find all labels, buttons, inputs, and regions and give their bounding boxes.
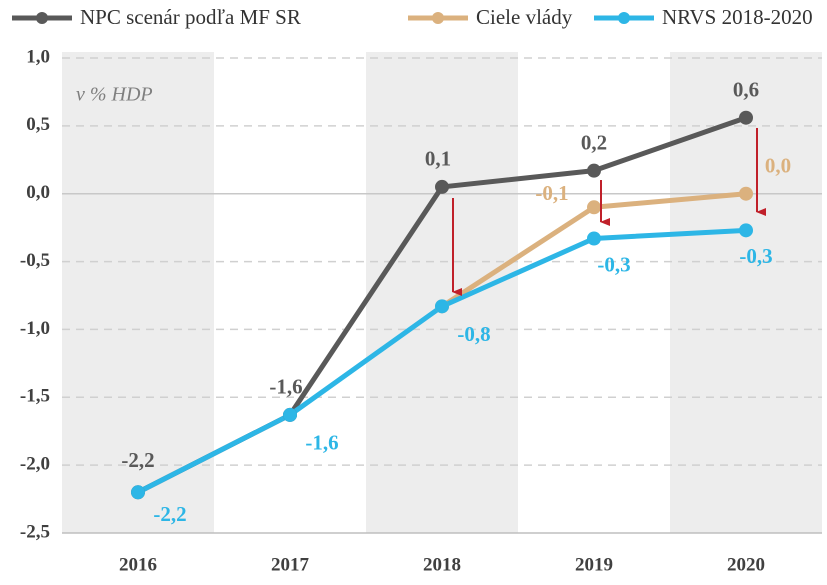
annotation: v % HDP (76, 84, 153, 106)
data-label: -2,2 (121, 448, 154, 472)
y-tick-label: -0,5 (20, 250, 50, 271)
legend-label: NRVS 2018-2020 (662, 5, 813, 29)
y-tick-label: 0,5 (26, 114, 50, 135)
legend-label: NPC scenár podľa MF SR (80, 5, 301, 29)
legend-item: Ciele vlády (408, 5, 573, 29)
arrows (452, 128, 766, 296)
data-label: 0,6 (733, 78, 759, 102)
grid (62, 57, 822, 534)
band (62, 52, 214, 533)
data-point (587, 231, 601, 246)
data-label: -1,6 (269, 375, 302, 399)
data-label: -0,8 (457, 322, 490, 346)
legend-item: NPC scenár podľa MF SR (12, 5, 301, 29)
y-tick-label: -1,5 (20, 386, 50, 407)
data-point (435, 179, 449, 194)
data-label: 0,2 (581, 130, 607, 154)
data-point (739, 223, 753, 238)
y-tick-label: -2,5 (20, 521, 50, 542)
data-point (435, 299, 449, 314)
x-tick-label: 2017 (271, 554, 310, 575)
data-label: -0,3 (739, 244, 772, 268)
data-label: 0,0 (765, 154, 791, 178)
x-tick-label: 2019 (575, 554, 613, 575)
legend-item: NRVS 2018-2020 (594, 5, 813, 29)
data-label: 0,1 (425, 147, 451, 171)
legend-label: Ciele vlády (476, 5, 573, 29)
data-label: -2,2 (153, 502, 186, 526)
data-label: -1,6 (305, 431, 338, 455)
legend-marker (432, 12, 444, 24)
background-bands (62, 52, 822, 533)
y-tick-label: -2,0 (20, 454, 50, 475)
legend-marker (618, 12, 630, 24)
y-tick-label: -1,0 (20, 318, 50, 339)
data-point (283, 407, 297, 422)
legend-marker (36, 12, 48, 24)
data-point (739, 186, 753, 201)
x-tick-label: 2018 (423, 554, 461, 575)
x-tick-label: 2020 (727, 554, 765, 575)
data-label: -0,3 (597, 252, 630, 276)
x-tick-label: 2016 (119, 554, 157, 575)
labels: -2,2 -1,6 0,1 0,2 0,6 -0,1 0,0 -2,2 -1,6 -0,8 -0,3… (121, 78, 791, 527)
data-point (131, 485, 145, 500)
band (670, 52, 822, 533)
band (366, 52, 518, 533)
plot (131, 110, 753, 500)
data-point (587, 163, 601, 178)
data-label: -0,1 (535, 181, 568, 205)
y-tick-label: 0,0 (26, 182, 50, 203)
y-tick-label: 1,0 (26, 46, 50, 67)
data-point (739, 110, 753, 125)
data-point (587, 200, 601, 215)
